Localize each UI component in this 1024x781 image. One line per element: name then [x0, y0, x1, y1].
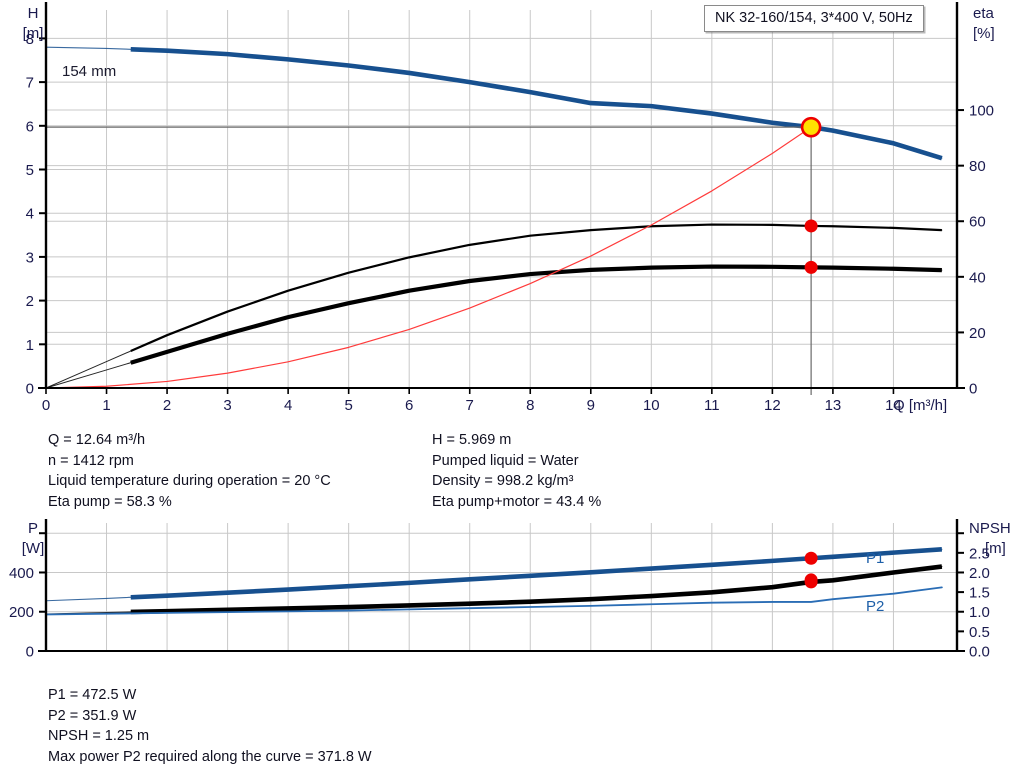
eta-pump-motor-duty-marker — [804, 260, 818, 274]
h-axis-unit: [m] — [23, 25, 44, 42]
p1-duty-marker — [804, 551, 818, 565]
bottom-chart-labels: 0 200 400 0.0 0.5 1.0 1.5 2.0 2.5 P [W] NPSH [m] P1 P2 — [9, 520, 1011, 661]
pump-title-box: NK 32-160/154, 3*400 V, 50Hz — [704, 5, 924, 32]
axis-tick-label: 2 — [26, 293, 34, 310]
npsh-axis-unit: [m] — [985, 540, 1006, 557]
duty-text-line: H = 5.969 m — [432, 432, 512, 448]
p1-curve-label: P1 — [866, 550, 884, 567]
axis-tick-label: 10 — [643, 397, 660, 414]
axis-tick-label: 4 — [284, 397, 292, 414]
axis-tick-label: 0 — [969, 381, 977, 398]
duty-text-line: Density = 998.2 kg/m³ — [432, 473, 574, 489]
axis-tick-label: 0.0 — [969, 644, 990, 661]
eta-axis-title: eta — [973, 5, 995, 22]
axis-tick-label: 2.5 — [969, 545, 990, 562]
power-text-line: Max power P2 required along the curve = … — [48, 748, 372, 765]
curve-thin-head-curve-154-mm-impeller- — [45, 46, 943, 159]
axis-tick-label: 6 — [405, 397, 413, 414]
axis-tick-label: 5 — [26, 162, 34, 179]
impeller-diameter-label: 154 mm — [62, 63, 116, 80]
axis-tick-label: 80 — [969, 158, 986, 175]
npsh-axis-title: NPSH — [969, 520, 1011, 537]
duty-text-line: n = 1412 rpm — [48, 452, 134, 469]
axis-tick-label: 400 — [9, 565, 34, 582]
axis-tick-label: 13 — [825, 397, 842, 414]
duty-point-marker[interactable] — [800, 116, 822, 138]
duty-text-line: Q = 12.64 m³/h — [48, 432, 146, 448]
axis-tick-label: 6 — [26, 118, 34, 135]
axis-tick-label: 11 — [704, 397, 720, 414]
axis-tick-label: 5 — [344, 397, 352, 414]
p-axis-title: P — [28, 520, 38, 537]
q-axis-title: Q [m³/h] — [893, 397, 947, 414]
axis-tick-label: 7 — [26, 75, 34, 92]
duty-point-column-1: Q = 12.64 m³/h n = 1412 rpm Liquid tempe… — [48, 430, 331, 512]
curve-head-curve-154-mm-impeller- — [130, 47, 943, 161]
p2-curve-label: P2 — [866, 598, 884, 615]
axis-tick-label: 9 — [587, 397, 595, 414]
axis-tick-label: 0.5 — [969, 624, 990, 641]
h-axis-title: H — [28, 5, 39, 22]
eta-axis-unit: [%] — [973, 25, 995, 42]
bottom-chart-gridlines — [45, 523, 957, 652]
axis-tick-label: 14 — [885, 397, 902, 414]
top-chart-axes — [38, 2, 965, 394]
bottom-chart-curves — [45, 547, 943, 616]
axis-tick-label: 2 — [163, 397, 171, 414]
axis-tick-label: 1 — [26, 337, 34, 354]
axis-tick-label: 20 — [969, 325, 986, 342]
axis-tick-label: 3 — [26, 249, 34, 266]
axis-tick-label: 1.5 — [969, 585, 990, 602]
axis-tick-label: 7 — [466, 397, 474, 414]
axis-tick-label: 60 — [969, 214, 986, 231]
curve-eta-pump — [130, 223, 942, 353]
axis-tick-label: 40 — [969, 269, 986, 286]
curve-thin-eta-pump-motor — [45, 266, 943, 389]
duty-text-line: Liquid temperature during operation = 20… — [48, 473, 331, 489]
curve-thin-eta-pump — [45, 224, 943, 389]
axis-tick-label: 100 — [969, 103, 994, 120]
duty-text-line: Pumped liquid = Water — [432, 452, 579, 469]
power-npsh-chart: 0 200 400 0.0 0.5 1.0 1.5 2.0 2.5 P [W] NPSH [m] P1 P2 — [9, 519, 1011, 661]
axis-tick-label: 1 — [102, 397, 110, 414]
axis-tick-label: 3 — [223, 397, 231, 414]
power-text-line: P2 = 351.9 W — [48, 707, 137, 724]
axis-tick-label: 2.0 — [969, 565, 990, 582]
duty-point-column-2: H = 5.969 m Pumped liquid = Water Densit… — [432, 430, 601, 512]
axis-tick-label: 8 — [26, 31, 34, 48]
curve-p1 — [130, 547, 943, 600]
duty-text-line: Eta pump = 58.3 % — [48, 493, 172, 510]
axis-tick-label: 0 — [42, 397, 50, 414]
bottom-chart-axes — [38, 519, 965, 652]
eta-pump-duty-marker — [804, 219, 818, 233]
axis-tick-label: 12 — [764, 397, 781, 414]
axis-tick-label: 8 — [526, 397, 534, 414]
top-chart-gridlines — [45, 10, 957, 389]
power-summary-text: P1 = 472.5 W P2 = 351.9 W NPSH = 1.25 m … — [48, 685, 372, 767]
curve-p2 — [130, 564, 943, 615]
curve-system-duty-curve — [45, 126, 812, 389]
curve-eta-pump-motor — [130, 264, 942, 365]
axis-tick-label: 200 — [9, 604, 34, 621]
top-chart-curves — [45, 46, 943, 395]
power-text-line: P1 = 472.5 W — [48, 687, 137, 703]
axis-tick-label: 0 — [26, 381, 34, 398]
axis-tick-label: 0 — [26, 644, 34, 661]
p2-duty-marker — [804, 575, 818, 589]
axis-tick-label: 1.0 — [969, 604, 990, 621]
p-axis-unit: [W] — [22, 540, 45, 557]
axis-tick-label: 4 — [26, 206, 34, 223]
power-text-line: NPSH = 1.25 m — [48, 728, 150, 744]
curve-npsh — [45, 586, 943, 616]
duty-text-line: Eta pump+motor = 43.4 % — [432, 493, 602, 510]
